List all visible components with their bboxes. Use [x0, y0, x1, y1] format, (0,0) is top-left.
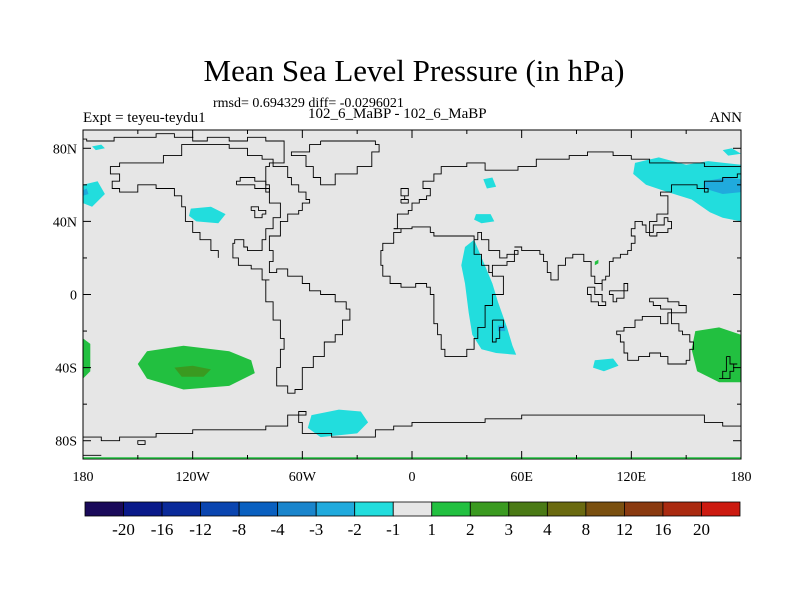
colorbar-box [354, 501, 394, 517]
colorbar-label: -2 [348, 520, 362, 539]
coastline [393, 151, 741, 230]
chart-title: Mean Sea Level Pressure (in hPa) [203, 53, 625, 88]
colorbar-label: 3 [505, 520, 514, 539]
contour-region [92, 144, 105, 151]
y-tick-label: 80S [55, 435, 77, 450]
contour-region [189, 206, 226, 224]
x-tick-label: 180 [73, 470, 94, 485]
colorbar-box [701, 501, 741, 517]
colorbar-label: 20 [693, 520, 710, 539]
plot-background [83, 130, 741, 459]
colorbar-box [508, 501, 548, 517]
case-comparison-label: 102_6_MaBP - 102_6_MaBP [308, 106, 487, 122]
coastline [400, 188, 409, 204]
colorbar-label: 4 [543, 520, 552, 539]
axis-ticks: 180 120W 60W 0 60E 120E 180 80N 40N 0 40S 80S [53, 130, 752, 485]
colorbar-box [546, 501, 587, 517]
y-tick-label: 80N [53, 142, 77, 157]
y-tick-label: 40N [53, 215, 77, 230]
colorbar-box [123, 501, 163, 517]
coastline [719, 356, 738, 380]
contour-region [174, 365, 211, 377]
colorbar-box [392, 501, 433, 517]
coastline [649, 297, 687, 314]
coastline [380, 226, 504, 358]
colorbar-box [431, 501, 471, 517]
colorbar-label: -20 [112, 520, 135, 539]
colorbar-label: 1 [428, 520, 437, 539]
colorbar-box [84, 501, 124, 517]
coastline [250, 206, 267, 219]
colorbar-label: 16 [654, 520, 671, 539]
x-tick-label: 60W [289, 470, 317, 485]
contour-region [722, 148, 741, 156]
colorbar-label: -16 [151, 520, 174, 539]
coastline [491, 319, 504, 343]
colorbar-label: 2 [466, 520, 475, 539]
colorbar-box [585, 501, 625, 517]
x-tick-label: 0 [409, 470, 416, 485]
colorbar-label: -1 [386, 520, 400, 539]
x-tick-label: 180 [731, 470, 752, 485]
contour-region [594, 259, 599, 266]
colorbar-box [161, 501, 201, 517]
x-tick-label: 120W [176, 470, 211, 485]
coastline [236, 177, 270, 193]
coastline [649, 217, 672, 237]
y-tick-label: 40S [55, 362, 77, 377]
y-tick-label: 0 [70, 289, 77, 304]
coastline [474, 231, 519, 273]
season-label: ANN [709, 110, 743, 126]
coastlines [83, 133, 741, 456]
contour-region [474, 214, 495, 224]
coastline [608, 283, 629, 303]
contour-region [593, 358, 619, 372]
colorbar-box [662, 501, 702, 517]
x-tick-label: 60E [510, 470, 533, 485]
colorbar-label: 12 [616, 520, 633, 539]
contour-region [83, 188, 89, 196]
colorbar-box [315, 501, 356, 517]
x-tick-label: 120E [617, 470, 647, 485]
contour-region [633, 157, 741, 222]
colorbar-label: -4 [271, 520, 286, 539]
coastline [137, 440, 146, 445]
colorbar-box [277, 501, 317, 517]
colorbar-label: -3 [309, 520, 323, 539]
experiment-label: Expt = teyeu-teydu1 [83, 110, 206, 126]
colorbar-box [200, 501, 240, 517]
contour-region [691, 327, 741, 383]
contour-region [83, 181, 105, 207]
colorbar-label: 8 [582, 520, 591, 539]
coastline [616, 312, 694, 365]
coastline [587, 286, 607, 306]
colorbar-box [469, 501, 510, 517]
coastline [83, 411, 741, 442]
contour-region [483, 177, 497, 189]
colorbar-box [238, 501, 279, 517]
coastline [514, 173, 741, 291]
colorbar-label: -12 [189, 520, 212, 539]
colorbar-box [624, 501, 664, 517]
stats-annotation: rmsd= 0.694329 diff= -0.0296021 [213, 96, 404, 111]
contour-region [83, 338, 91, 379]
contour-region [307, 409, 369, 438]
coastline [290, 140, 380, 186]
colorbar-label: -8 [232, 520, 246, 539]
